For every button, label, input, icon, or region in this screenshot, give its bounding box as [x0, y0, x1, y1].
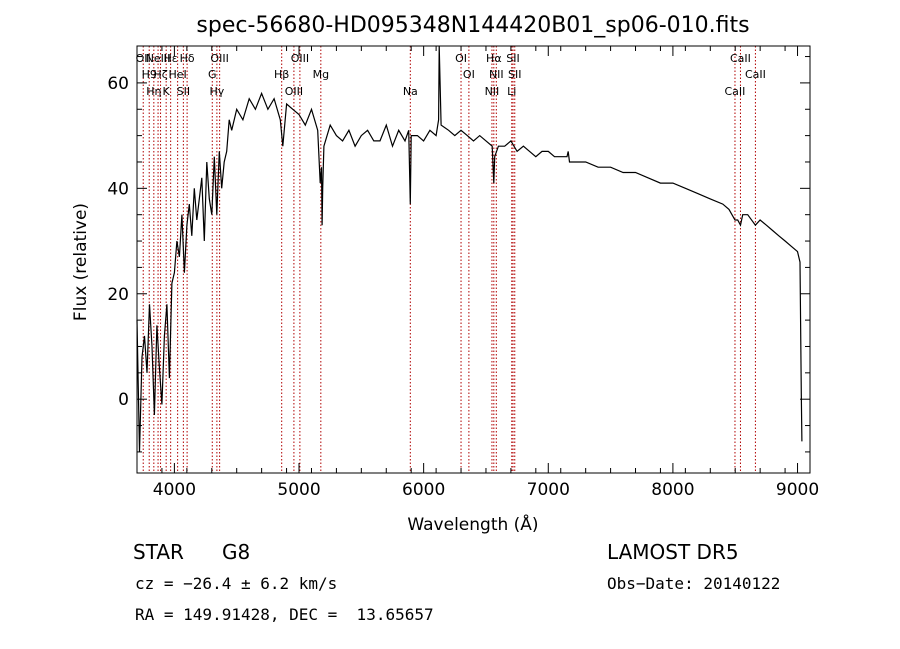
- line-marker-label: Mg: [313, 68, 329, 81]
- line-marker-label: OIII: [291, 52, 309, 65]
- line-marker-label: OI: [455, 52, 467, 65]
- coordinates: RA = 149.91428, DEC = 13.65657: [135, 605, 434, 624]
- line-marker-label: OIII: [285, 85, 303, 98]
- line-marker-label: Hδ: [180, 52, 195, 65]
- line-marker-label: NeIII: [146, 52, 171, 65]
- x-tick-label: 6000: [402, 480, 445, 500]
- spectrum-line: [136, 45, 803, 452]
- line-marker-label: HeI: [168, 68, 186, 81]
- line-marker-label: Hε: [164, 52, 178, 65]
- line-marker-label: CaII: [745, 68, 766, 81]
- line-marker-label: OIII: [210, 52, 228, 65]
- x-tick-label: 4000: [153, 480, 196, 500]
- line-marker-label: SII: [177, 85, 190, 98]
- line-marker-label: SII: [508, 68, 521, 81]
- line-marker-label: OII: [136, 52, 151, 65]
- line-marker-label: Hα: [486, 52, 502, 65]
- y-axis-label: Flux (relative): [71, 203, 91, 321]
- y-tick-label: 60: [107, 74, 129, 94]
- survey-name: LAMOST DR5: [607, 540, 739, 564]
- line-marker-label: Na: [403, 85, 418, 98]
- line-marker-label: NII: [485, 85, 500, 98]
- line-marker-label: Hγ: [209, 85, 224, 98]
- observation-date: Obs−Date: 20140122: [607, 574, 781, 593]
- x-tick-label: 7000: [527, 480, 570, 500]
- line-marker-label: CaII: [725, 85, 746, 98]
- x-axis-label: Wavelength (Å): [407, 513, 538, 535]
- y-tick-label: 40: [107, 179, 129, 199]
- line-marker-label: H9: [142, 68, 157, 81]
- chart-title: spec-56680-HD095348N144420B01_sp06-010.f…: [196, 13, 749, 38]
- line-marker-label: Hζ: [153, 68, 167, 81]
- axis-ticks: 4000 5000 6000 7000 8000 9000 0 20 40 60: [107, 46, 819, 500]
- y-tick-label: 20: [107, 285, 129, 305]
- line-marker-label: NII: [489, 68, 504, 81]
- object-class: STAR: [133, 540, 184, 564]
- x-tick-label: 8000: [651, 480, 694, 500]
- y-tick-label: 0: [118, 390, 129, 410]
- line-marker-label: SII: [506, 52, 519, 65]
- line-marker-label: CaII: [730, 52, 751, 65]
- line-marker-label: Hβ: [274, 68, 289, 81]
- x-tick-label: 5000: [277, 480, 320, 500]
- line-marker-labels: OIIH9HηNeIIIHζKHεHeISIIHδGHγOIIIHβOIIIOI…: [136, 52, 766, 98]
- line-marker-label: OI: [463, 68, 475, 81]
- redshift-velocity: cz = −26.4 ± 6.2 km/s: [135, 574, 338, 593]
- line-marker-label: G: [208, 68, 217, 81]
- object-subclass: G8: [222, 540, 251, 564]
- line-marker-label: Li: [507, 85, 516, 98]
- x-tick-label: 9000: [776, 480, 819, 500]
- line-markers: [142, 46, 756, 473]
- line-marker-label: Hη: [146, 85, 161, 98]
- line-marker-label: K: [163, 85, 171, 98]
- plot-frame: [136, 45, 811, 474]
